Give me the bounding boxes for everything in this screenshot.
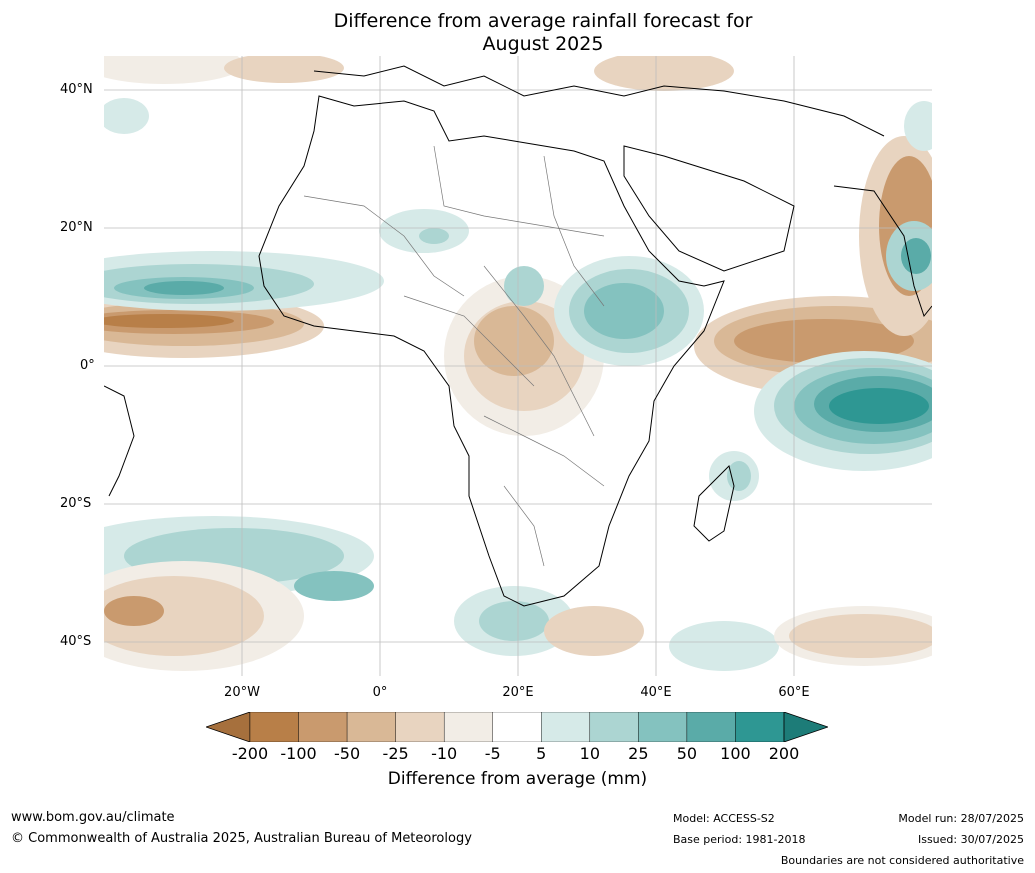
footer-model-run: Model run: 28/07/2025 xyxy=(898,812,1024,825)
colorbar-tick-label: 25 xyxy=(628,744,649,763)
colorbar-bin xyxy=(735,711,785,743)
coastlines xyxy=(104,65,932,607)
footer-issued: Issued: 30/07/2025 xyxy=(917,833,1024,846)
colorbar-bin xyxy=(541,711,591,743)
colorbar-arrow-high xyxy=(783,711,830,743)
colorbar-bin xyxy=(492,711,542,743)
colorbar xyxy=(204,711,830,743)
footer-copyright: © Commonwealth of Australia 2025, Austra… xyxy=(11,831,472,846)
footer-base-period: Base period: 1981-2018 xyxy=(673,833,806,846)
lat-label-20n: 20°N xyxy=(60,220,93,235)
colorbar-tick-label: 200 xyxy=(768,744,800,763)
colorbar-tick-label: -200 xyxy=(231,744,269,763)
colorbar-title: Difference from average (mm) xyxy=(387,769,648,789)
colorbar-bin xyxy=(589,711,639,743)
lon-label-0: 0° xyxy=(372,685,388,700)
colorbar-bin xyxy=(346,711,396,743)
colorbar-arrow-low xyxy=(204,711,251,743)
map-title: Difference from average rainfall forecas… xyxy=(0,10,1035,56)
colorbar-bin xyxy=(395,711,445,743)
colorbar-tick-label: -25 xyxy=(382,744,409,763)
lon-label-20e: 20°E xyxy=(502,685,534,700)
country-borders xyxy=(303,145,605,567)
colorbar-tick-label: -100 xyxy=(280,744,317,763)
colorbar-tick-label: 10 xyxy=(579,744,600,763)
rainfall-map[interactable] xyxy=(104,56,932,676)
colorbar-bin xyxy=(686,711,736,743)
colorbar-bin xyxy=(249,711,299,743)
lat-label-0: 0° xyxy=(80,358,95,373)
colorbar-tick-label: -10 xyxy=(431,744,458,763)
colorbar-bin xyxy=(298,711,348,743)
footer-website[interactable]: www.bom.gov.au/climate xyxy=(11,810,175,825)
colorbar-tick-label: 100 xyxy=(720,744,751,763)
footer-disclaimer: Boundaries are not considered authoritat… xyxy=(780,854,1024,867)
lat-label-20s: 20°S xyxy=(60,496,92,511)
colorbar-tick-label: 5 xyxy=(536,744,547,763)
lat-label-40n: 40°N xyxy=(60,82,93,97)
colorbar-bin xyxy=(638,711,688,743)
lon-label-60e: 60°E xyxy=(778,685,810,700)
lon-label-20w: 20°W xyxy=(224,685,260,700)
title-line-2: August 2025 xyxy=(482,33,604,55)
footer-model: Model: ACCESS-S2 xyxy=(673,812,775,825)
lat-label-40s: 40°S xyxy=(60,634,92,649)
colorbar-tick-label: 50 xyxy=(676,744,698,763)
colorbar-tick-label: -5 xyxy=(484,744,501,763)
title-line-1: Difference from average rainfall forecas… xyxy=(333,10,753,32)
graticule xyxy=(104,56,932,676)
colorbar-bin xyxy=(443,711,493,743)
colorbar-tick-label: -50 xyxy=(334,744,361,763)
lon-label-40e: 40°E xyxy=(640,685,672,700)
